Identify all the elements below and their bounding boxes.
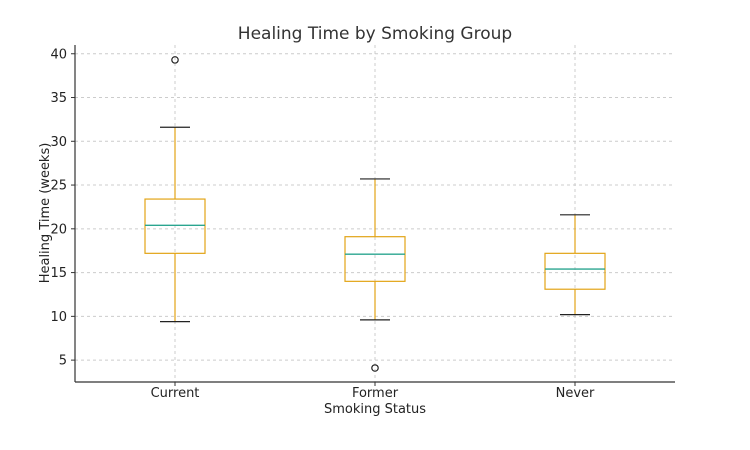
x-tick-label: Never (556, 386, 595, 401)
box-layer (144, 56, 606, 372)
y-tick-label: 30 (50, 135, 67, 150)
iqr-box (344, 236, 406, 282)
y-tick-label: 40 (50, 47, 67, 62)
box-group-never (544, 214, 606, 316)
outlier-point (171, 56, 179, 64)
y-axis-label: Healing Time (weeks) (38, 143, 53, 284)
y-tick-label: 25 (50, 179, 67, 194)
y-tick-label: 15 (50, 266, 67, 281)
y-tick-label: 20 (50, 222, 67, 237)
x-tick-label: Former (352, 386, 399, 401)
iqr-box (544, 252, 606, 290)
chart-title: Healing Time by Smoking Group (238, 24, 512, 44)
y-tick-label: 10 (50, 310, 67, 325)
y-tick-label: 5 (59, 354, 67, 369)
x-tick-label: Current (151, 386, 200, 401)
axis-layer: 5 10 15 20 25 30 35 40 Current Former Never (50, 45, 675, 401)
x-axis-label: Smoking Status (324, 402, 426, 417)
box-group-former (344, 178, 406, 372)
box-group-current (144, 56, 206, 323)
y-tick-label: 35 (50, 91, 67, 106)
outlier-point (371, 364, 379, 372)
iqr-box (144, 198, 206, 254)
